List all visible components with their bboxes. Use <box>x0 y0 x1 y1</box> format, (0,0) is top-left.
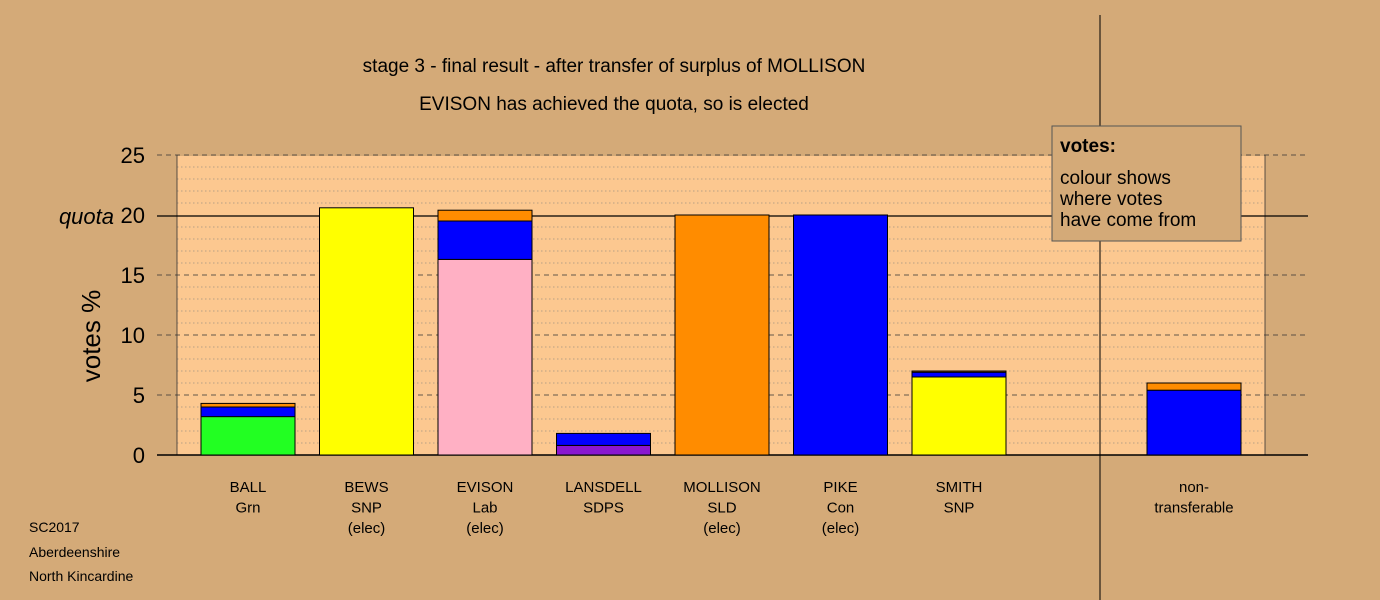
x-tick-labels: BALL Grn BEWS SNP (elec) EVISON Lab (elec) LANSD… <box>230 479 1234 537</box>
y-tick-label: 5 <box>133 383 145 408</box>
legend-title: votes: <box>1060 136 1116 157</box>
y-tick-label: 0 <box>133 443 145 468</box>
bar-evison-segment <box>437 220 533 260</box>
y-axis-label: votes % <box>76 290 106 383</box>
footer-line: North Kincardine <box>29 568 133 584</box>
footer-line: Aberdeenshire <box>29 544 120 560</box>
y-tick-label: 20 <box>121 203 145 228</box>
chart-title: stage 3 - final result - after transfer … <box>363 56 866 77</box>
x-tick-label: non- <box>1179 479 1209 496</box>
y-tick-label: 15 <box>121 263 145 288</box>
bar-evison-segment <box>437 209 533 222</box>
bar-evison-segment <box>437 258 533 456</box>
x-tick-label: Lab <box>472 500 497 517</box>
bar-smith-segment <box>911 376 1007 456</box>
bar-bews-segment <box>319 207 414 456</box>
x-tick-label: SNP <box>944 500 975 517</box>
x-tick-label: PIKE <box>823 479 857 496</box>
bar-pike-segment <box>793 214 888 456</box>
legend-box <box>1051 125 1242 242</box>
x-tick-label: MOLLISON <box>683 479 761 496</box>
x-tick-label: BEWS <box>344 479 388 496</box>
bar-non-transferable-segment <box>1146 389 1242 456</box>
x-tick-label: transferable <box>1154 500 1233 517</box>
bar-ball-segment <box>200 402 296 408</box>
x-tick-label: (elec) <box>466 520 504 537</box>
legend-line: have come from <box>1060 210 1196 231</box>
bar-ball-segment <box>200 406 296 418</box>
y-tick-label: 10 <box>121 323 145 348</box>
x-tick-label: SMITH <box>936 479 983 496</box>
bar-non-transferable-segment <box>1146 382 1242 391</box>
legend-line: where votes <box>1059 189 1162 210</box>
x-tick-label: BALL <box>230 479 267 496</box>
x-tick-label: Con <box>827 500 855 517</box>
bars <box>200 207 1242 456</box>
x-tick-label: SLD <box>707 500 736 517</box>
bar-ball-segment <box>200 416 296 456</box>
y-tick-labels: 0 5 10 15 20 25 <box>121 143 145 468</box>
bar-smith-segment <box>911 370 1007 373</box>
x-tick-label: Grn <box>235 500 260 517</box>
legend-line: colour shows <box>1060 168 1171 189</box>
chart-subtitle: EVISON has achieved the quota, so is ele… <box>419 94 809 115</box>
x-tick-label: (elec) <box>703 520 741 537</box>
x-tick-label: (elec) <box>822 520 860 537</box>
bar-lansdell-segment <box>556 432 651 446</box>
footer-line: SC2017 <box>29 519 80 535</box>
quota-label: quota <box>59 204 114 229</box>
bar-smith-segment <box>911 371 1007 378</box>
x-tick-label: SDPS <box>583 500 624 517</box>
y-tick-label: 25 <box>121 143 145 168</box>
x-tick-label: SNP <box>351 500 382 517</box>
bar-mollison-segment <box>674 214 770 456</box>
x-tick-label: LANSDELL <box>565 479 642 496</box>
x-tick-label: (elec) <box>348 520 386 537</box>
x-tick-label: EVISON <box>457 479 514 496</box>
legend: votes: colour shows where votes have com… <box>1051 125 1242 242</box>
bar-lansdell-segment <box>556 444 651 456</box>
